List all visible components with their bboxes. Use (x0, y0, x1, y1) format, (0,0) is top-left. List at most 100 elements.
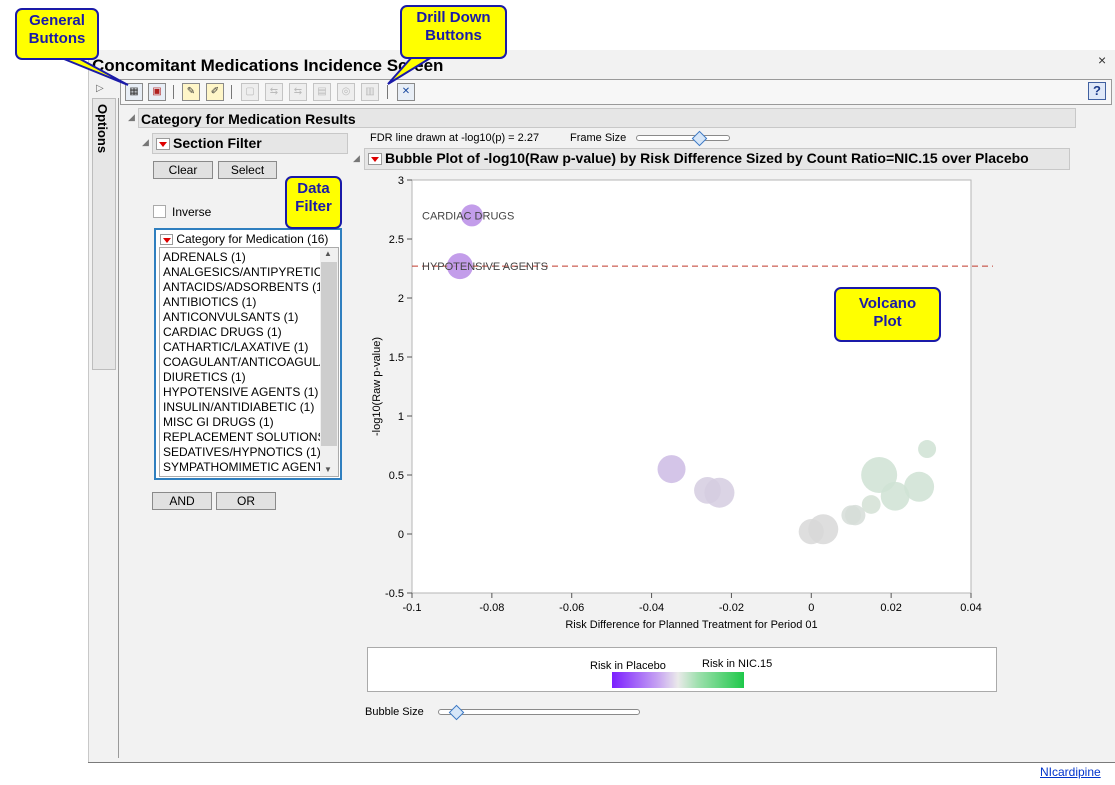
x-axis-label: Risk Difference for Planned Treatment fo… (565, 619, 817, 631)
toolbar-separator (231, 85, 232, 99)
outline-toggle-icon[interactable]: ◢ (128, 112, 135, 122)
or-button[interactable]: OR (216, 492, 276, 510)
bubble[interactable] (904, 471, 935, 502)
filter-list-item[interactable]: CATHARTIC/LAXATIVE (1) (163, 340, 309, 354)
filter-list-item[interactable]: ANTICONVULSANTS (1) (163, 310, 299, 324)
close-icon[interactable]: × (1098, 52, 1107, 68)
toolbar-separator (387, 85, 388, 99)
filter-list-item[interactable]: ADRENALS (1) (163, 250, 246, 264)
expand-options-icon[interactable]: ▷ (96, 83, 104, 94)
outline-toggle-icon[interactable]: ◢ (142, 137, 149, 147)
callout-volcano-plot: Volcano Plot (834, 287, 941, 342)
filter-list-item[interactable]: REPLACEMENT SOLUTIONS (1) (163, 430, 339, 444)
and-button[interactable]: AND (152, 492, 212, 510)
toolbar-separator (173, 85, 174, 99)
bubble[interactable] (861, 495, 881, 514)
plot-frame (411, 179, 972, 594)
section-filter-title: Section Filter (173, 135, 262, 151)
callout-general-buttons: General Buttons (15, 8, 99, 60)
filter-list-item[interactable]: MISC GI DRUGS (1) (163, 415, 274, 429)
y-tick-label: 3 (398, 175, 404, 187)
section-filter-header[interactable]: Section Filter (152, 133, 348, 154)
x-tick-label: 0.02 (880, 602, 901, 614)
x-tick-label: 0 (808, 602, 814, 614)
bubble[interactable] (845, 504, 866, 526)
x-tick-label: 0.04 (960, 602, 981, 614)
scrollbar-thumb[interactable] (321, 262, 337, 446)
filter-list-item[interactable]: CARDIAC DRUGS (1) (163, 325, 282, 339)
options-label: Options (95, 104, 110, 154)
filter-list-item[interactable]: COAGULANT/ANTICOAGULANT (1) (163, 355, 339, 369)
frame-size-slider[interactable] (636, 135, 730, 141)
filter-list-item[interactable]: ANTACIDS/ADSORBENTS (1) (163, 280, 327, 294)
callout-drill-down-buttons: Drill Down Buttons (400, 5, 507, 59)
study-link[interactable]: NIcardipine (1040, 765, 1101, 779)
bubble[interactable] (704, 477, 735, 508)
toolbar: ▦ ▣ ✎ ✐ ▢ ⇆ ⇆ ▤ ◎ ▥ ✕ (120, 79, 1112, 105)
bubble-size-label: Bubble Size (365, 706, 424, 718)
callout-data-filter: Data Filter (285, 176, 342, 229)
callout-pointers (63, 56, 436, 86)
fdr-note: FDR line drawn at -log10(p) = 2.27 (370, 132, 540, 144)
subject-profile-icon[interactable]: ▢ (241, 83, 259, 101)
clear-button[interactable]: Clear (153, 161, 213, 179)
category-list-header: Category for Medication (16) (160, 232, 328, 246)
status-bar (88, 762, 1115, 785)
window-title: Concomitant Medications Incidence Screen (92, 56, 444, 75)
scroll-up-icon[interactable]: ▲ (324, 249, 332, 258)
select-button[interactable]: Select (218, 161, 277, 179)
filter-list-item[interactable]: DIURETICS (1) (163, 370, 246, 384)
comment-icon[interactable]: ✎ (182, 83, 200, 101)
data-table-icon[interactable]: ▦ (125, 83, 143, 101)
sidebar-divider (118, 98, 119, 758)
category-list[interactable]: ADRENALS (1) ANALGESICS/ANTIPYRETICS (1) A… (159, 247, 339, 477)
bubble-label: HYPOTENSIVE AGENTS (422, 261, 548, 273)
drill-down-icon[interactable]: ⇆ (265, 83, 283, 101)
outline-toggle-icon[interactable]: ◢ (353, 153, 360, 163)
report-icon[interactable]: ▥ (361, 83, 379, 101)
volcano-plot[interactable]: -0.1 -0.08 -0.06 -0.04 -0.02 0 0.02 0.04 -0.5 0 0.… (360, 170, 1000, 640)
options-tab[interactable] (92, 98, 116, 370)
drill-down-icon[interactable]: ⇆ (289, 83, 307, 101)
compare-icon[interactable]: ◎ (337, 83, 355, 101)
red-triangle-menu-icon[interactable] (160, 234, 173, 246)
graph-icon[interactable]: ▤ (313, 83, 331, 101)
callout-volcano-plot-text: Volcano Plot (858, 295, 917, 330)
help-icon[interactable]: ? (1088, 82, 1106, 100)
scroll-down-icon[interactable]: ▼ (324, 465, 332, 474)
inverse-checkbox[interactable] (153, 205, 166, 218)
callout-data-filter-text: Data Filter (295, 180, 332, 215)
export-icon[interactable]: ▣ (148, 83, 166, 101)
y-tick-label: 0.5 (389, 470, 404, 482)
bubble[interactable] (460, 204, 483, 227)
filter-list-item[interactable]: INSULIN/ANTIDIABETIC (1) (163, 400, 315, 414)
bubble[interactable] (918, 440, 937, 459)
y-tick-label: 1 (398, 411, 404, 423)
filter-list-item[interactable]: SEDATIVES/HYPNOTICS (1) (163, 445, 321, 459)
red-triangle-menu-icon[interactable] (156, 138, 170, 151)
filter-list-item[interactable]: ANALGESICS/ANTIPYRETICS (1) (163, 265, 339, 279)
filter-list-item[interactable]: ANTIBIOTICS (1) (163, 295, 257, 309)
callout-general-buttons-text: General Buttons (28, 12, 86, 47)
legend-nic-label: Risk in NIC.15 (702, 658, 773, 670)
bubble[interactable] (446, 253, 473, 280)
y-axis-label: -log10(Raw p-value) (371, 337, 383, 436)
y-tick-label: 1.5 (389, 352, 404, 364)
bubble[interactable] (808, 514, 839, 545)
legend-gradient-bar (612, 672, 744, 688)
comment-edit-icon[interactable]: ✐ (206, 83, 224, 101)
red-triangle-menu-icon[interactable] (368, 153, 382, 166)
filter-list-item[interactable]: SYMPATHOMIMETIC AGENT (1) (163, 460, 339, 474)
tools-icon[interactable]: ✕ (397, 83, 415, 101)
inverse-label: Inverse (172, 205, 212, 219)
filter-list-item[interactable]: HYPOTENSIVE AGENTS (1) (163, 385, 319, 399)
y-tick-label: 2 (398, 293, 404, 305)
bubble[interactable] (880, 481, 910, 511)
results-header[interactable]: Category for Medication Results (138, 108, 1076, 128)
callout-pointer (387, 56, 436, 85)
x-tick-label: -0.08 (479, 602, 504, 614)
plot-header[interactable]: Bubble Plot of -log10(Raw p-value) by Ri… (364, 148, 1070, 170)
bubble[interactable] (657, 455, 686, 484)
bubble-size-slider[interactable] (438, 709, 640, 715)
bubble-label: CARDIAC DRUGS (422, 210, 514, 222)
